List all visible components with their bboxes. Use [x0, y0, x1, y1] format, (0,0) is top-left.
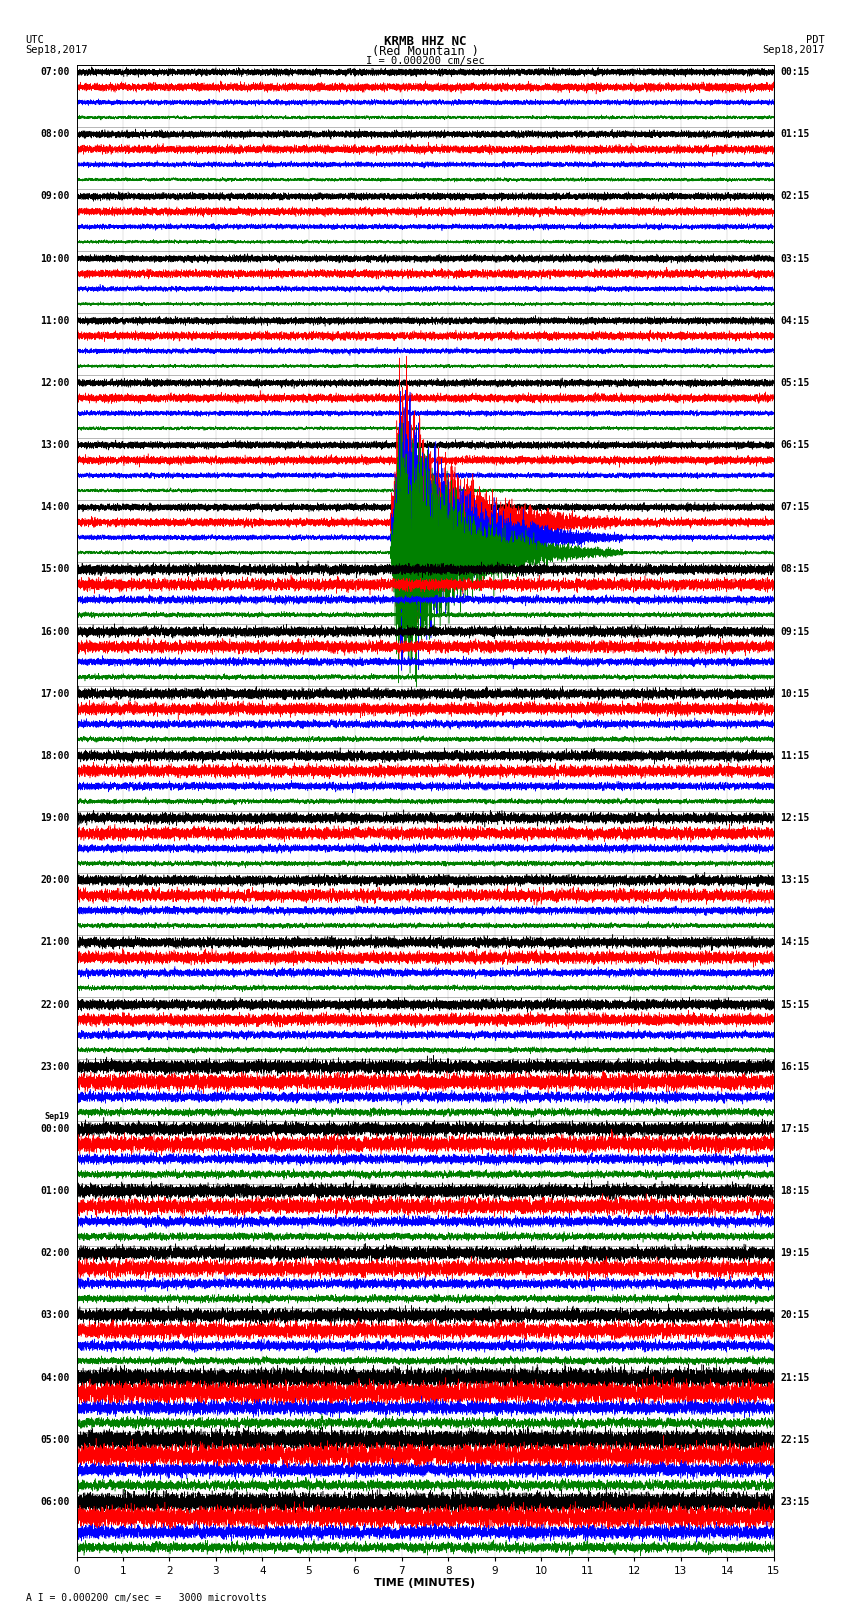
Text: 23:00: 23:00: [40, 1061, 70, 1071]
Text: 17:15: 17:15: [780, 1124, 810, 1134]
Text: 05:15: 05:15: [780, 377, 810, 387]
Text: 15:00: 15:00: [40, 565, 70, 574]
Text: Sep19: Sep19: [44, 1113, 70, 1121]
Text: UTC: UTC: [26, 35, 44, 45]
Text: 03:15: 03:15: [780, 253, 810, 263]
Text: 20:15: 20:15: [780, 1310, 810, 1321]
Text: 05:00: 05:00: [40, 1436, 70, 1445]
Text: 03:00: 03:00: [40, 1310, 70, 1321]
Text: 11:00: 11:00: [40, 316, 70, 326]
Text: 20:00: 20:00: [40, 876, 70, 886]
Text: 06:00: 06:00: [40, 1497, 70, 1507]
Text: 10:15: 10:15: [780, 689, 810, 698]
Text: 00:00: 00:00: [40, 1124, 70, 1134]
Text: 04:15: 04:15: [780, 316, 810, 326]
Text: 13:00: 13:00: [40, 440, 70, 450]
Text: 04:00: 04:00: [40, 1373, 70, 1382]
Text: (Red Mountain ): (Red Mountain ): [371, 45, 479, 58]
Text: 22:00: 22:00: [40, 1000, 70, 1010]
Text: 14:15: 14:15: [780, 937, 810, 947]
Text: 06:15: 06:15: [780, 440, 810, 450]
Text: 19:00: 19:00: [40, 813, 70, 823]
Text: 16:15: 16:15: [780, 1061, 810, 1071]
Text: 18:00: 18:00: [40, 752, 70, 761]
Text: 15:15: 15:15: [780, 1000, 810, 1010]
Text: 02:00: 02:00: [40, 1248, 70, 1258]
Text: 10:00: 10:00: [40, 253, 70, 263]
Text: KRMB HHZ NC: KRMB HHZ NC: [383, 35, 467, 48]
Text: 18:15: 18:15: [780, 1186, 810, 1197]
Text: 21:15: 21:15: [780, 1373, 810, 1382]
Text: 07:15: 07:15: [780, 502, 810, 513]
Text: 08:00: 08:00: [40, 129, 70, 139]
Text: 14:00: 14:00: [40, 502, 70, 513]
Text: 17:00: 17:00: [40, 689, 70, 698]
Text: I = 0.000200 cm/sec: I = 0.000200 cm/sec: [366, 56, 484, 66]
Text: 21:00: 21:00: [40, 937, 70, 947]
Text: 07:00: 07:00: [40, 68, 70, 77]
Text: 22:15: 22:15: [780, 1436, 810, 1445]
Text: 16:00: 16:00: [40, 626, 70, 637]
Text: 23:15: 23:15: [780, 1497, 810, 1507]
Text: 11:15: 11:15: [780, 752, 810, 761]
Text: 08:15: 08:15: [780, 565, 810, 574]
Text: 12:15: 12:15: [780, 813, 810, 823]
Text: 02:15: 02:15: [780, 192, 810, 202]
Text: 01:00: 01:00: [40, 1186, 70, 1197]
Text: PDT: PDT: [806, 35, 824, 45]
X-axis label: TIME (MINUTES): TIME (MINUTES): [375, 1579, 475, 1589]
Text: Sep18,2017: Sep18,2017: [762, 45, 824, 55]
Text: 19:15: 19:15: [780, 1248, 810, 1258]
Text: A I = 0.000200 cm/sec =   3000 microvolts: A I = 0.000200 cm/sec = 3000 microvolts: [26, 1594, 266, 1603]
Text: 09:15: 09:15: [780, 626, 810, 637]
Text: 13:15: 13:15: [780, 876, 810, 886]
Text: 12:00: 12:00: [40, 377, 70, 387]
Text: 01:15: 01:15: [780, 129, 810, 139]
Text: 00:15: 00:15: [780, 68, 810, 77]
Text: 09:00: 09:00: [40, 192, 70, 202]
Text: Sep18,2017: Sep18,2017: [26, 45, 88, 55]
